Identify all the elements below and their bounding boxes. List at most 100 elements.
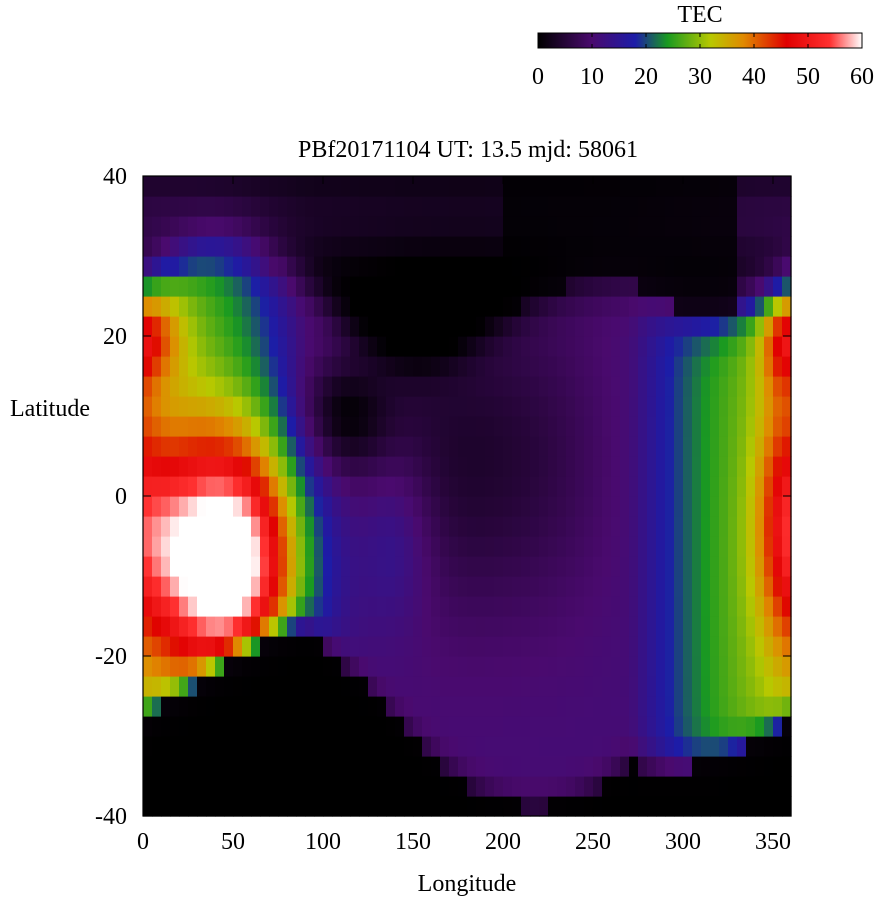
heatmap-cell [683,396,693,417]
heatmap-cell [737,416,747,437]
heatmap-cell [458,596,468,617]
heatmap-cell [539,216,549,237]
heatmap-cell [215,176,225,197]
heatmap-cell [566,716,576,737]
heatmap-cell [782,256,792,277]
heatmap-cell [764,476,774,497]
heatmap-cell [395,736,405,757]
heatmap-cell [539,636,549,657]
heatmap-cell [467,216,477,237]
heatmap-cell [764,376,774,397]
heatmap-cell [368,536,378,557]
heatmap-cell [494,436,504,457]
heatmap-cell [278,496,288,517]
heatmap-cell [152,556,162,577]
heatmap-cell [404,716,414,737]
heatmap-cell [710,696,720,717]
heatmap-cell [476,776,486,797]
heatmap-cell [656,256,666,277]
heatmap-cell [224,436,234,457]
heatmap-cell [719,296,729,317]
heatmap-cell [674,256,684,277]
heatmap-cell [548,396,558,417]
heatmap-cell [287,556,297,577]
heatmap-cell [404,296,414,317]
heatmap-cell [404,736,414,757]
heatmap-cell [413,716,423,737]
heatmap-cell [197,476,207,497]
heatmap-cell [467,696,477,717]
heatmap-cell [350,336,360,357]
heatmap-cell [629,576,639,597]
heatmap-cell [512,736,522,757]
heatmap-cell [746,196,756,217]
heatmap-cell [395,756,405,777]
heatmap-cell [620,736,630,757]
heatmap-cell [296,576,306,597]
heatmap-cell [413,536,423,557]
heatmap-cell [350,196,360,217]
heatmap-cell [575,436,585,457]
heatmap-cell [386,776,396,797]
heatmap-cell [656,556,666,577]
heatmap-cell [224,176,234,197]
heatmap-cell [548,596,558,617]
heatmap-cell [170,376,180,397]
heatmap-cell [764,756,774,777]
heatmap-cell [539,256,549,277]
heatmap-cell [413,476,423,497]
heatmap-cell [629,496,639,517]
heatmap-cell [647,756,657,777]
heatmap-cell [737,616,747,637]
heatmap-cell [548,756,558,777]
heatmap-cell [152,176,162,197]
heatmap-cell [692,176,702,197]
heatmap-cell [215,516,225,537]
heatmap-cell [584,336,594,357]
heatmap-cell [224,636,234,657]
heatmap-cell [764,416,774,437]
heatmap-cell [296,736,306,757]
heatmap-cell [413,436,423,457]
heatmap-cell [575,576,585,597]
heatmap-cell [485,576,495,597]
heatmap-cell [188,696,198,717]
heatmap-cell [539,796,549,817]
heatmap-cell [512,376,522,397]
heatmap-cell [188,456,198,477]
heatmap-cell [566,796,576,817]
heatmap-cell [449,376,459,397]
heatmap-cell [323,296,333,317]
heatmap-cell [494,676,504,697]
heatmap-cell [422,696,432,717]
heatmap-cell [755,436,765,457]
heatmap-cell [431,376,441,397]
heatmap-cell [233,356,243,377]
heatmap-cell [656,756,666,777]
heatmap-cell [287,176,297,197]
heatmap-cell [665,196,675,217]
heatmap-cell [692,336,702,357]
heatmap-cell [422,256,432,277]
heatmap-cell [467,276,477,297]
colorbar-tick-label: 30 [688,64,712,90]
heatmap-cell [350,596,360,617]
heatmap-cell [602,576,612,597]
heatmap-cell [494,756,504,777]
heatmap-cell [251,416,261,437]
heatmap-cell [746,496,756,517]
heatmap-cell [692,556,702,577]
heatmap-cell [494,516,504,537]
heatmap-cell [548,476,558,497]
heatmap-cell [611,596,621,617]
heatmap-cell [350,256,360,277]
heatmap-cell [485,316,495,337]
heatmap-cell [242,556,252,577]
heatmap-cell [557,356,567,377]
heatmap-cell [512,256,522,277]
heatmap-cell [719,436,729,457]
heatmap-cell [593,296,603,317]
heatmap-cell [404,336,414,357]
heatmap-cell [377,636,387,657]
heatmap-cell [521,596,531,617]
